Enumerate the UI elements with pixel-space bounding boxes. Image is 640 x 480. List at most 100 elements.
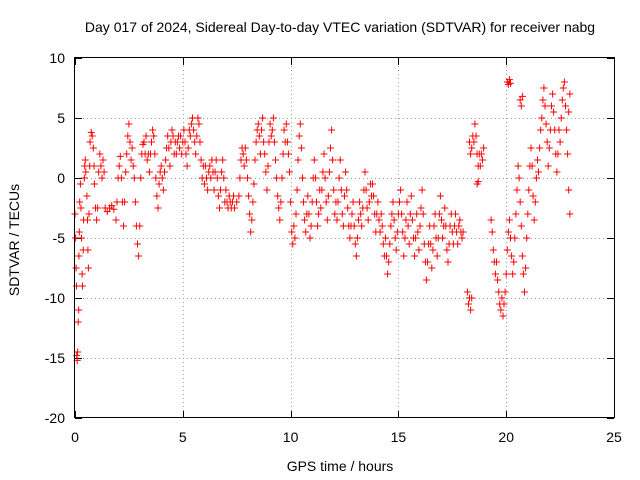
data-point-marker — [488, 228, 496, 236]
x-tick-label: 0 — [71, 429, 79, 445]
data-point-marker — [499, 312, 507, 320]
data-point-marker — [127, 156, 135, 164]
data-point-marker — [306, 234, 314, 242]
data-point-marker — [264, 162, 272, 170]
data-point-marker — [387, 222, 395, 230]
data-point-marker — [390, 216, 398, 224]
data-point-marker — [384, 270, 392, 278]
data-point-marker — [288, 228, 296, 236]
data-point-marker — [322, 198, 330, 206]
data-point-marker — [521, 288, 528, 296]
data-point-marker — [259, 114, 267, 122]
data-point-marker — [213, 174, 221, 182]
y-tick-label: -20 — [45, 410, 65, 426]
data-point-marker — [177, 132, 185, 140]
data-point-marker — [470, 138, 478, 146]
data-point-marker — [193, 132, 201, 140]
data-point-marker — [247, 228, 255, 236]
data-point-marker — [159, 186, 167, 194]
data-point-marker — [194, 114, 202, 122]
data-point-marker — [438, 216, 445, 224]
data-point-marker — [186, 132, 194, 140]
data-point-marker — [212, 156, 220, 164]
y-tick-label: 5 — [57, 110, 65, 126]
data-point-marker — [491, 270, 499, 278]
data-point-marker — [220, 174, 228, 182]
data-point-marker — [248, 216, 256, 224]
data-point-marker — [321, 174, 329, 182]
data-point-marker — [323, 216, 331, 224]
data-point-marker — [254, 120, 262, 128]
data-point-marker — [429, 246, 437, 254]
data-point-marker — [365, 198, 373, 206]
data-point-marker — [78, 270, 86, 278]
data-point-marker — [293, 186, 301, 194]
data-point-marker — [110, 205, 118, 213]
data-point-marker — [542, 120, 550, 128]
data-point-marker — [87, 128, 95, 136]
data-point-marker — [503, 246, 511, 254]
data-point-marker — [121, 198, 129, 206]
x-axis-title: GPS time / hours — [287, 458, 394, 474]
data-point-marker — [428, 264, 436, 272]
data-point-marker — [350, 222, 358, 230]
data-point-marker — [545, 144, 553, 152]
data-point-marker — [210, 186, 218, 194]
y-tick-label: 10 — [49, 50, 65, 66]
data-point-marker — [544, 162, 552, 170]
data-point-marker — [116, 152, 124, 160]
data-point-marker — [295, 132, 303, 140]
data-point-marker — [505, 216, 513, 224]
data-point-marker — [82, 168, 90, 176]
data-point-marker — [168, 126, 176, 134]
data-point-marker — [142, 132, 150, 140]
data-point-marker — [184, 144, 192, 152]
data-point-marker — [508, 252, 516, 260]
data-point-marker — [468, 294, 476, 302]
data-point-marker — [261, 150, 269, 158]
data-point-marker — [211, 168, 219, 176]
data-point-marker — [84, 216, 91, 224]
data-point-marker — [396, 198, 403, 206]
data-point-marker — [507, 79, 514, 87]
data-point-marker — [252, 138, 260, 146]
data-point-marker — [436, 192, 444, 200]
data-point-marker — [310, 156, 318, 164]
data-point-marker — [151, 150, 159, 158]
data-point-marker — [300, 198, 307, 206]
data-point-marker — [278, 174, 286, 182]
data-point-marker — [556, 138, 564, 146]
data-point-marker — [369, 180, 376, 188]
data-point-marker — [566, 90, 574, 98]
data-point-marker — [402, 216, 410, 224]
data-point-marker — [286, 168, 293, 176]
x-axis-tick-labels: 0 5 10 15 20 25 — [71, 429, 622, 445]
y-tick-label: -5 — [53, 230, 66, 246]
data-point-marker — [120, 222, 127, 230]
data-point-marker — [383, 252, 390, 260]
data-point-marker — [566, 210, 574, 218]
data-point-marker — [539, 96, 547, 104]
data-point-marker — [283, 138, 291, 146]
data-point-marker — [472, 132, 480, 140]
data-point-marker — [249, 198, 257, 206]
data-point-marker — [413, 210, 421, 218]
data-point-marker — [76, 180, 84, 188]
data-point-marker — [401, 234, 409, 242]
data-point-marker — [335, 174, 343, 182]
data-point-marker — [416, 222, 424, 230]
data-point-marker — [454, 240, 462, 248]
data-point-marker — [541, 102, 549, 110]
data-point-marker — [77, 204, 85, 212]
data-point-marker — [532, 174, 540, 182]
data-point-marker — [88, 132, 96, 140]
data-point-marker — [495, 288, 503, 296]
data-point-marker — [182, 150, 190, 158]
data-point-marker — [471, 120, 479, 128]
y-tick-label: -10 — [45, 290, 65, 306]
data-point-marker — [515, 174, 523, 182]
data-point-marker — [543, 138, 551, 146]
data-point-marker — [331, 210, 339, 218]
data-point-marker — [304, 192, 312, 200]
